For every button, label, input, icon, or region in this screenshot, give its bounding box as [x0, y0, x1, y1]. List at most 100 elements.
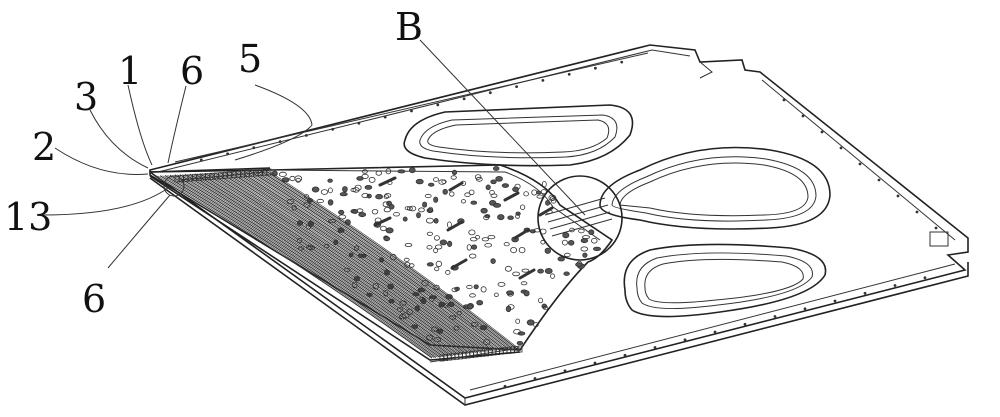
- label-5: 5: [238, 37, 262, 81]
- flow-channel-line: [172, 174, 446, 357]
- dimple: [550, 273, 555, 279]
- channel-head-mark: [266, 168, 272, 176]
- flow-channel-line: [232, 171, 492, 352]
- dimple: [320, 189, 329, 195]
- edge-rivet: [858, 162, 862, 166]
- dimple: [375, 193, 384, 200]
- dimple: [380, 225, 387, 232]
- dimple: [383, 194, 389, 200]
- flow-channel-line: [214, 172, 479, 354]
- dimple: [473, 284, 479, 290]
- dimple: [507, 215, 514, 220]
- label-1: 1: [118, 49, 142, 93]
- dimple: [512, 271, 520, 277]
- dimple: [575, 262, 583, 267]
- dimple: [521, 268, 530, 273]
- dimple: [501, 183, 509, 188]
- label-b: B: [395, 5, 423, 49]
- flow-channel-line: [259, 169, 513, 350]
- edge-rivet: [801, 114, 805, 118]
- edge-rivet: [410, 109, 413, 113]
- dimple: [342, 186, 348, 193]
- dimple: [503, 242, 510, 247]
- dimple-rib: [373, 216, 392, 227]
- edge-rivet: [923, 276, 927, 280]
- flow-channel-line: [224, 171, 486, 353]
- dimple: [520, 281, 528, 286]
- dimple: [580, 238, 589, 244]
- dimple: [517, 331, 526, 336]
- dimple-rib: [378, 176, 397, 187]
- edge-rivet: [782, 98, 786, 102]
- dimple: [544, 247, 551, 254]
- edge-rivet: [594, 66, 597, 70]
- dimple: [403, 257, 410, 262]
- dimple: [526, 319, 535, 326]
- dimple: [449, 191, 455, 197]
- edge-rivet: [653, 346, 657, 349]
- edge-rivet: [833, 299, 837, 303]
- flow-channel-line: [174, 174, 448, 357]
- dimple: [327, 199, 334, 206]
- dimple: [537, 268, 544, 274]
- flow-channel-line: [217, 172, 480, 353]
- flow-channel-line: [164, 175, 440, 358]
- flow-channel-line: [239, 171, 498, 351]
- dimple: [470, 236, 478, 242]
- dimple: [425, 217, 434, 224]
- edge-rivet: [934, 226, 938, 230]
- dimple: [426, 245, 433, 250]
- dimple: [484, 243, 493, 248]
- dimple: [438, 179, 447, 185]
- dimple: [481, 237, 490, 242]
- leader-5: [234, 84, 313, 161]
- label-2: 2: [32, 125, 56, 169]
- dimple: [361, 169, 368, 174]
- channel-field-border: [149, 167, 521, 363]
- dimple: [433, 247, 439, 254]
- dimple: [424, 193, 432, 199]
- dimple: [519, 204, 526, 210]
- dimple: [385, 168, 392, 175]
- channel-head-mark: [178, 175, 184, 183]
- dimple: [580, 246, 589, 252]
- dimple: [490, 258, 496, 264]
- leader-2: [54, 147, 149, 175]
- edge-rivet: [357, 121, 361, 125]
- dimple: [434, 244, 443, 250]
- dimple-rib: [503, 191, 520, 202]
- flow-channel-line: [197, 173, 465, 355]
- dimple: [433, 218, 439, 224]
- flow-channel-line: [229, 171, 490, 352]
- edge-rivet: [278, 140, 282, 144]
- edge-rivet: [683, 338, 687, 342]
- dimple: [533, 322, 539, 328]
- edge-rivet: [713, 330, 717, 334]
- flow-channel-line: [204, 172, 471, 355]
- dimple: [433, 196, 439, 203]
- dimple: [368, 176, 376, 183]
- flow-channel-line: [246, 170, 503, 351]
- label-13: 13: [4, 195, 52, 239]
- leader-lines: [41, 39, 586, 269]
- leader-3: [89, 109, 149, 169]
- leader-6-bottom: [107, 194, 171, 269]
- dimple: [352, 209, 358, 214]
- dimple: [450, 175, 457, 180]
- dimple: [490, 179, 497, 185]
- detail-circle-6: [163, 175, 185, 197]
- edge-rivet: [226, 152, 230, 156]
- dimple: [523, 290, 530, 297]
- dimple-rib: [518, 268, 536, 280]
- dimple: [480, 286, 487, 293]
- dimple: [364, 184, 373, 190]
- dimple: [278, 171, 287, 177]
- dimple: [361, 193, 370, 199]
- detail-circle-b: [537, 175, 623, 261]
- flow-channel-line: [162, 175, 438, 358]
- label-6-top: 6: [180, 49, 204, 93]
- edge-rivet: [863, 291, 867, 295]
- channel-head-mark: [196, 173, 202, 181]
- dimple: [406, 206, 413, 211]
